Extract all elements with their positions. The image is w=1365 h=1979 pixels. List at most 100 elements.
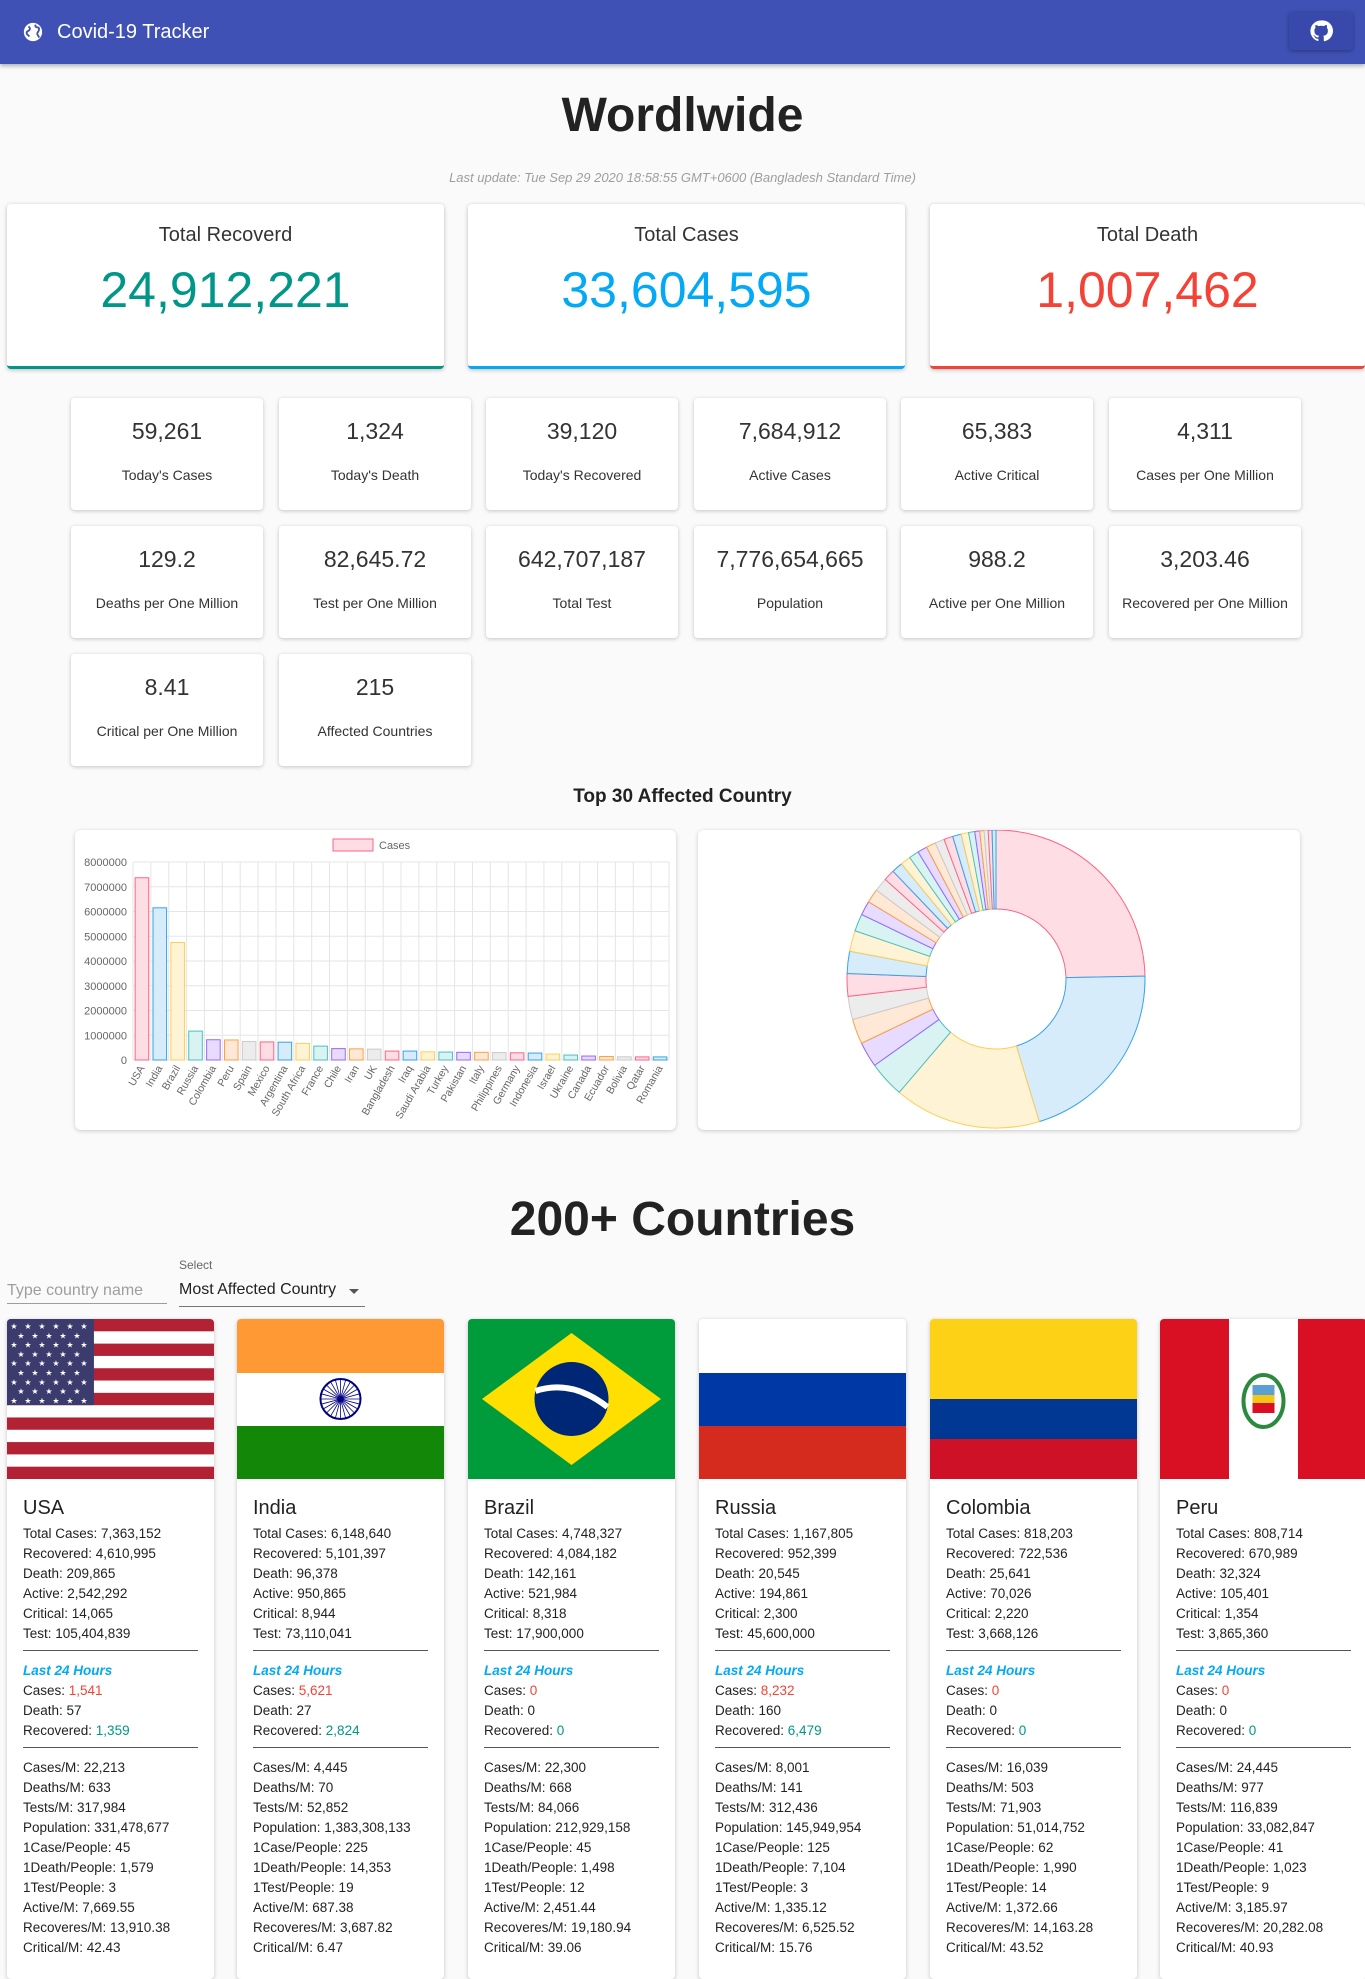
last24-cases: Cases: 0 (1176, 1681, 1365, 1701)
stat-value: 82,645.72 (323, 546, 427, 572)
divider (1176, 1650, 1351, 1651)
bar[interactable] (170, 941, 185, 1061)
stat-value: 3,203.46 (1160, 546, 1250, 572)
bar[interactable] (349, 1048, 364, 1061)
app-title: Covid-19 Tracker (57, 20, 210, 43)
country-stat-crm: Critical/M: 15.76 (715, 1940, 813, 1955)
bar[interactable] (134, 877, 150, 1061)
last24-cases-value: 8,232 (760, 1683, 795, 1698)
bar[interactable] (384, 1050, 400, 1061)
bar[interactable] (295, 1042, 311, 1061)
total-recovered-card: Total Recoverd 24,912,221 (7, 204, 444, 369)
bar[interactable] (331, 1048, 346, 1061)
country-stat-cpm: Cases/M: 22,300 (484, 1760, 587, 1775)
country-card[interactable]: Peru Total Cases: 808,714 Recovered: 670,9… (1160, 1319, 1365, 1979)
bar[interactable] (617, 1056, 632, 1061)
country-stat-test: Test: 3,668,126 (946, 1626, 1039, 1641)
bar[interactable] (652, 1056, 668, 1061)
svg-text:★: ★ (45, 1331, 52, 1340)
last24-cases-value: 0 (1221, 1683, 1230, 1698)
bar[interactable] (223, 1039, 239, 1061)
svg-text:★: ★ (24, 1378, 31, 1387)
svg-text:★: ★ (17, 1369, 24, 1378)
bar[interactable] (456, 1051, 471, 1061)
bar[interactable] (420, 1051, 436, 1061)
country-totals: Total Cases: 818,203 Recovered: 722,536 De… (946, 1524, 1137, 1644)
svg-text:★: ★ (17, 1387, 24, 1396)
country-card[interactable]: India Total Cases: 6,148,640 Recovered: 5,… (237, 1319, 444, 1979)
bar[interactable] (313, 1045, 328, 1061)
stat-label: Population (756, 595, 824, 611)
bar[interactable] (634, 1056, 650, 1061)
bar[interactable] (599, 1056, 614, 1061)
bar[interactable] (491, 1052, 507, 1061)
bar[interactable] (366, 1048, 382, 1061)
divider (484, 1650, 659, 1651)
country-stat-otp: 1Test/People: 14 (946, 1880, 1047, 1895)
sort-select[interactable]: Most Affected Country (179, 1272, 365, 1307)
github-button[interactable] (1289, 12, 1353, 50)
last24-cases-value: 0 (529, 1683, 538, 1698)
stat-label: Deaths per One Million (95, 595, 239, 611)
country-stat-recovered: Recovered: 722,536 (946, 1546, 1068, 1561)
country-stat-crm: Critical/M: 40.93 (1176, 1940, 1274, 1955)
bar[interactable] (241, 1040, 257, 1061)
bar[interactable] (206, 1039, 221, 1061)
bar[interactable] (509, 1052, 525, 1061)
doughnut-slice[interactable] (1015, 975, 1146, 1123)
country-totals: Total Cases: 1,167,805 Recovered: 952,399… (715, 1524, 906, 1644)
last24-cases-label: Cases: (253, 1683, 299, 1698)
bar[interactable] (563, 1054, 579, 1061)
stat-label: Today's Cases (121, 467, 213, 483)
bar[interactable] (438, 1051, 453, 1061)
country-card[interactable]: Colombia Total Cases: 818,203 Recovered: 7… (930, 1319, 1137, 1979)
bar[interactable] (545, 1053, 561, 1061)
last-24-hours-label: Last 24 Hours (253, 1663, 343, 1678)
country-stat-dpm: Deaths/M: 503 (946, 1780, 1034, 1795)
bar[interactable] (402, 1050, 418, 1061)
bar[interactable] (474, 1051, 489, 1061)
country-stat-total: Total Cases: 818,203 (946, 1526, 1073, 1541)
country-stat-tpm: Tests/M: 71,903 (946, 1800, 1042, 1815)
svg-text:★: ★ (59, 1331, 66, 1340)
last24-cases-label: Cases: (946, 1683, 992, 1698)
last24-cases: Cases: 0 (946, 1681, 1137, 1701)
country-name: India (253, 1497, 297, 1519)
doughnut-slice[interactable] (995, 829, 1146, 979)
total-recovered-value: 24,912,221 (100, 262, 351, 318)
select-label: Select (179, 1258, 213, 1272)
stat-label: Active Critical (954, 467, 1040, 483)
country-per-million: Cases/M: 8,001 Deaths/M: 141 Tests/M: 312,… (715, 1758, 906, 1958)
country-search-input[interactable]: Type country name (7, 1270, 167, 1304)
svg-text:★: ★ (38, 1341, 45, 1350)
country-stat-death: Death: 32,324 (1176, 1566, 1261, 1581)
bar[interactable] (277, 1041, 293, 1061)
last24-death: Death: 0 (1176, 1703, 1228, 1718)
bar[interactable] (259, 1041, 275, 1061)
country-stat-dpm: Deaths/M: 70 (253, 1780, 334, 1795)
stat-card: 8.41 Critical per One Million (71, 654, 263, 766)
doughnut-slice[interactable] (991, 829, 997, 910)
svg-text:★: ★ (52, 1322, 59, 1331)
x-tick-label: Iran (342, 1063, 362, 1085)
total-death-label: Total Death (1096, 224, 1199, 246)
bar[interactable] (152, 907, 168, 1061)
sort-select-value: Most Affected Country (179, 1281, 337, 1298)
app-bar: Covid-19 Tracker (0, 0, 1365, 64)
svg-text:★: ★ (17, 1350, 24, 1359)
bar[interactable] (188, 1030, 203, 1061)
svg-text:★: ★ (66, 1322, 73, 1331)
worldwide-heading: Wordlwide (561, 89, 804, 142)
svg-text:★: ★ (10, 1396, 17, 1405)
country-stat-odp: 1Death/People: 1,498 (484, 1860, 615, 1875)
country-card[interactable]: ★ ★ ★ ★ ★ ★ ★ ★ ★ ★ ★ ★ ★ ★ ★ ★ ★ ★ ★ ★ ★ ★ ★ ★ ★ ★ ★ ★ ★ ★ ★ ★ ★ ★ ★ ★ ★ ★ ★ ★… (7, 1319, 214, 1979)
country-stat-active: Active: 70,026 (946, 1586, 1032, 1601)
country-card[interactable]: Brazil Total Cases: 4,748,327 Recovered: 4… (468, 1319, 675, 1979)
stat-card: 4,311 Cases per One Million (1109, 398, 1301, 510)
country-card[interactable]: Russia Total Cases: 1,167,805 Recovered: 9… (699, 1319, 906, 1979)
bar[interactable] (581, 1055, 596, 1061)
country-stat-ocp: 1Case/People: 225 (253, 1840, 368, 1855)
bar[interactable] (527, 1052, 543, 1061)
country-per-million: Cases/M: 16,039 Deaths/M: 503 Tests/M: 71,… (946, 1758, 1137, 1958)
country-stat-otp: 1Test/People: 3 (23, 1880, 117, 1895)
